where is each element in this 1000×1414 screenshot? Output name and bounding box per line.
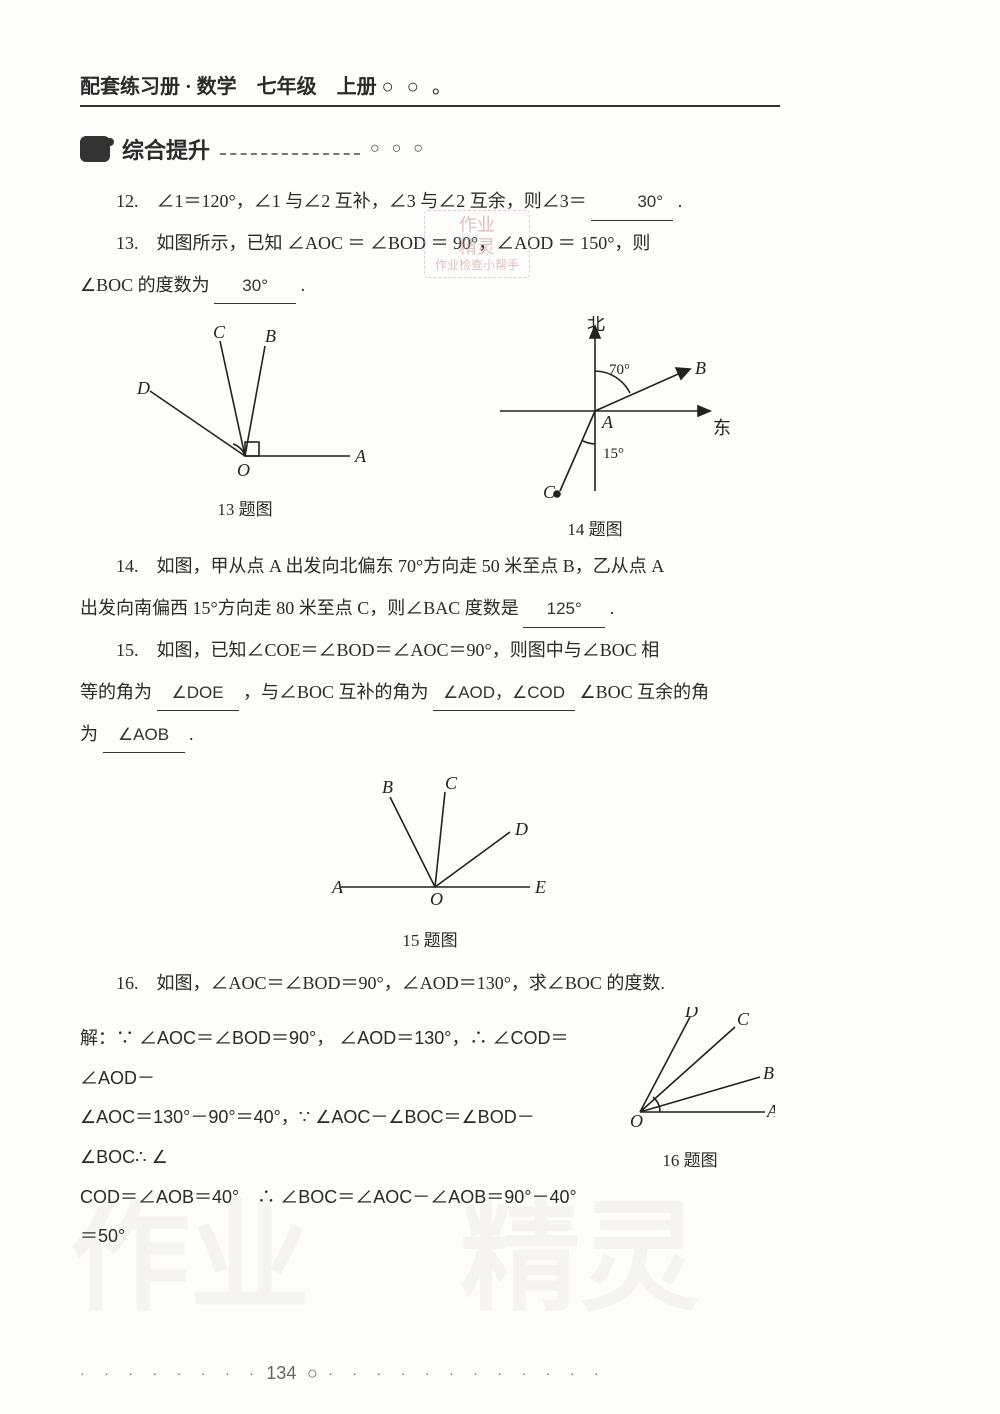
fig14-label-N: 北 [587, 316, 605, 334]
q15-mid1: ，与∠BOC 互补的角为 [243, 682, 429, 702]
q15-l3-pre: 为 [80, 724, 98, 744]
fig13-label-D: D [136, 378, 150, 398]
question-16: 16. 如图，∠AOC＝∠BOD＝90°，∠AOD＝130°，求∠BOC 的度数… [80, 965, 780, 1003]
q12-post: . [678, 191, 683, 211]
q15-l2-pre: 等的角为 [80, 682, 152, 702]
q13-l2-pre: ∠BOC 的度数为 [80, 275, 210, 295]
wm-l1: 作业 [435, 215, 519, 237]
q14-l1: 14. 如图，甲从点 A 出发向北偏东 70°方向走 50 米至点 B，乙从点 … [116, 556, 664, 576]
q15-l1: 15. 如图，已知∠COE＝∠BOD＝∠AOC＝90°，则图中与∠BOC 相 [116, 640, 659, 660]
fig16-caption: 16 题图 [600, 1146, 780, 1171]
q13-l2-post: . [301, 275, 306, 295]
watermark-stamp: 作业 精灵 作业检查小帮手 [424, 210, 530, 278]
q15-mid2: ∠BOC 互余的角 [580, 682, 710, 702]
section-title-text: 综合提升 [122, 133, 210, 165]
footer-dots-left: · · · · · · · · [80, 1368, 262, 1383]
figure-16: A B C D O 16 题图 [600, 1007, 780, 1171]
header-title: 配套练习册 · 数学 七年级 上册 [80, 76, 377, 98]
q12-text: 12. ∠1＝120°，∠1 与∠2 互补，∠3 与∠2 互余，则∠3＝ [116, 191, 587, 211]
q15-ans3: ∠AOB [103, 717, 185, 754]
q15-ans2: ∠AOD，∠COD [433, 675, 575, 712]
q15-ans1: ∠DOE [157, 675, 239, 712]
q14-l2-post: . [610, 598, 615, 618]
wm-l3: 作业检查小帮手 [435, 258, 519, 272]
fig13-caption: 13 题图 [115, 495, 375, 520]
question-15-line2: 等的角为 ∠DOE ，与∠BOC 互补的角为 ∠AOD，∠COD ∠BOC 互余… [80, 674, 780, 712]
fig14-label-B: B [695, 358, 706, 378]
fig13-label-O: O [237, 460, 250, 480]
section-trail-dots: ○ ○ ○ [370, 140, 427, 158]
fig13-svg: A B C D O [115, 316, 375, 486]
fig13-label-A: A [354, 446, 367, 466]
page-number: 134 [266, 1363, 296, 1383]
q16-text: 16. 如图，∠AOC＝∠BOD＝90°，∠AOD＝130°，求∠BOC 的度数… [116, 973, 665, 993]
q14-l2-pre: 出发向南偏西 15°方向走 80 米至点 C，则∠BAC 度数是 [80, 598, 519, 618]
q16-row: 解：∵ ∠AOC＝∠BOD＝90°， ∠AOD＝130°，∴ ∠COD＝∠AOD… [80, 1007, 780, 1257]
page-header: 配套练习册 · 数学 七年级 上册 ○ ○ 。 [80, 70, 780, 107]
fig13-label-B: B [265, 326, 276, 346]
wm-l2: 精灵 [435, 237, 519, 259]
q13-l1: 13. 如图所示，已知 ∠AOC ＝ ∠BOD ＝ 90°，∠AOD ＝ 150… [116, 233, 650, 253]
q14-answer-blank: 125° [523, 591, 605, 628]
figure-row-13-14: A B C D O 13 题图 [80, 316, 780, 540]
fig16-A: A [766, 1101, 775, 1121]
dash-line [220, 143, 360, 155]
fig14-label-C: C [543, 482, 556, 502]
fig15-C: C [445, 773, 458, 793]
figure-14: 北 东 A B C 70° 15° 14 题图 [445, 316, 745, 540]
fig14-label-E: 东 [713, 418, 731, 438]
q16-sol-l3: COD＝∠AOB＝40° ∴ ∠BOC＝∠AOC－∠AOB＝90°－40°＝50… [80, 1178, 584, 1257]
fig16-B: B [763, 1063, 774, 1083]
section-heading: 综合提升 ○ ○ ○ [80, 133, 780, 165]
q16-sol-l1: 解：∵ ∠AOC＝∠BOD＝90°， ∠AOD＝130°，∴ ∠COD＝∠AOD… [80, 1019, 584, 1098]
figure-13: A B C D O 13 题图 [115, 316, 375, 540]
question-15-line1: 15. 如图，已知∠COE＝∠BOD＝∠AOC＝90°，则图中与∠BOC 相 [80, 632, 780, 670]
fig16-svg: A B C D O [605, 1007, 775, 1137]
fig14-label-15: 15° [603, 446, 624, 462]
page-footer: · · · · · · · · 134 ○ · · · · · · · · · … [80, 1363, 607, 1384]
q16-solution: 解：∵ ∠AOC＝∠BOD＝90°， ∠AOD＝130°，∴ ∠COD＝∠AOD… [80, 1019, 584, 1257]
figure-15: A B C D E O 15 题图 [80, 767, 780, 951]
footer-dots-right: · · · · · · · · · · · · [328, 1368, 606, 1383]
fig15-svg: A B C D E O [280, 767, 580, 917]
fig15-E: E [534, 877, 546, 897]
fig15-B: B [382, 777, 393, 797]
fig14-svg: 北 东 A B C 70° 15° [445, 316, 745, 506]
fig14-label-70: 70° [609, 362, 630, 378]
fig15-caption: 15 题图 [80, 926, 780, 951]
fig15-D: D [514, 819, 528, 839]
question-15-line3: 为 ∠AOB . [80, 716, 780, 754]
fig15-O: O [430, 889, 443, 909]
q12-answer-blank: 30° [591, 184, 673, 221]
fig14-caption: 14 题图 [445, 515, 745, 540]
fig16-C: C [737, 1009, 750, 1029]
fig15-A: A [331, 877, 344, 897]
q13-answer-blank: 30° [214, 268, 296, 305]
fig16-D: D [684, 1007, 698, 1021]
q15-l3-post: . [189, 724, 194, 744]
section-badge-icon [80, 136, 110, 162]
question-14-line1: 14. 如图，甲从点 A 出发向北偏东 70°方向走 50 米至点 B，乙从点 … [80, 548, 780, 586]
fig16-O: O [630, 1111, 643, 1131]
fig13-label-C: C [213, 322, 226, 342]
question-14-line2: 出发向南偏西 15°方向走 80 米至点 C，则∠BAC 度数是 125° . [80, 590, 780, 628]
fig14-label-A: A [601, 412, 614, 432]
q16-sol-l2: ∠AOC＝130°－90°＝40°，∵ ∠AOC－∠BOC＝∠BOD－∠BOC∴… [80, 1098, 584, 1177]
header-dots: ○ ○ 。 [382, 76, 456, 98]
